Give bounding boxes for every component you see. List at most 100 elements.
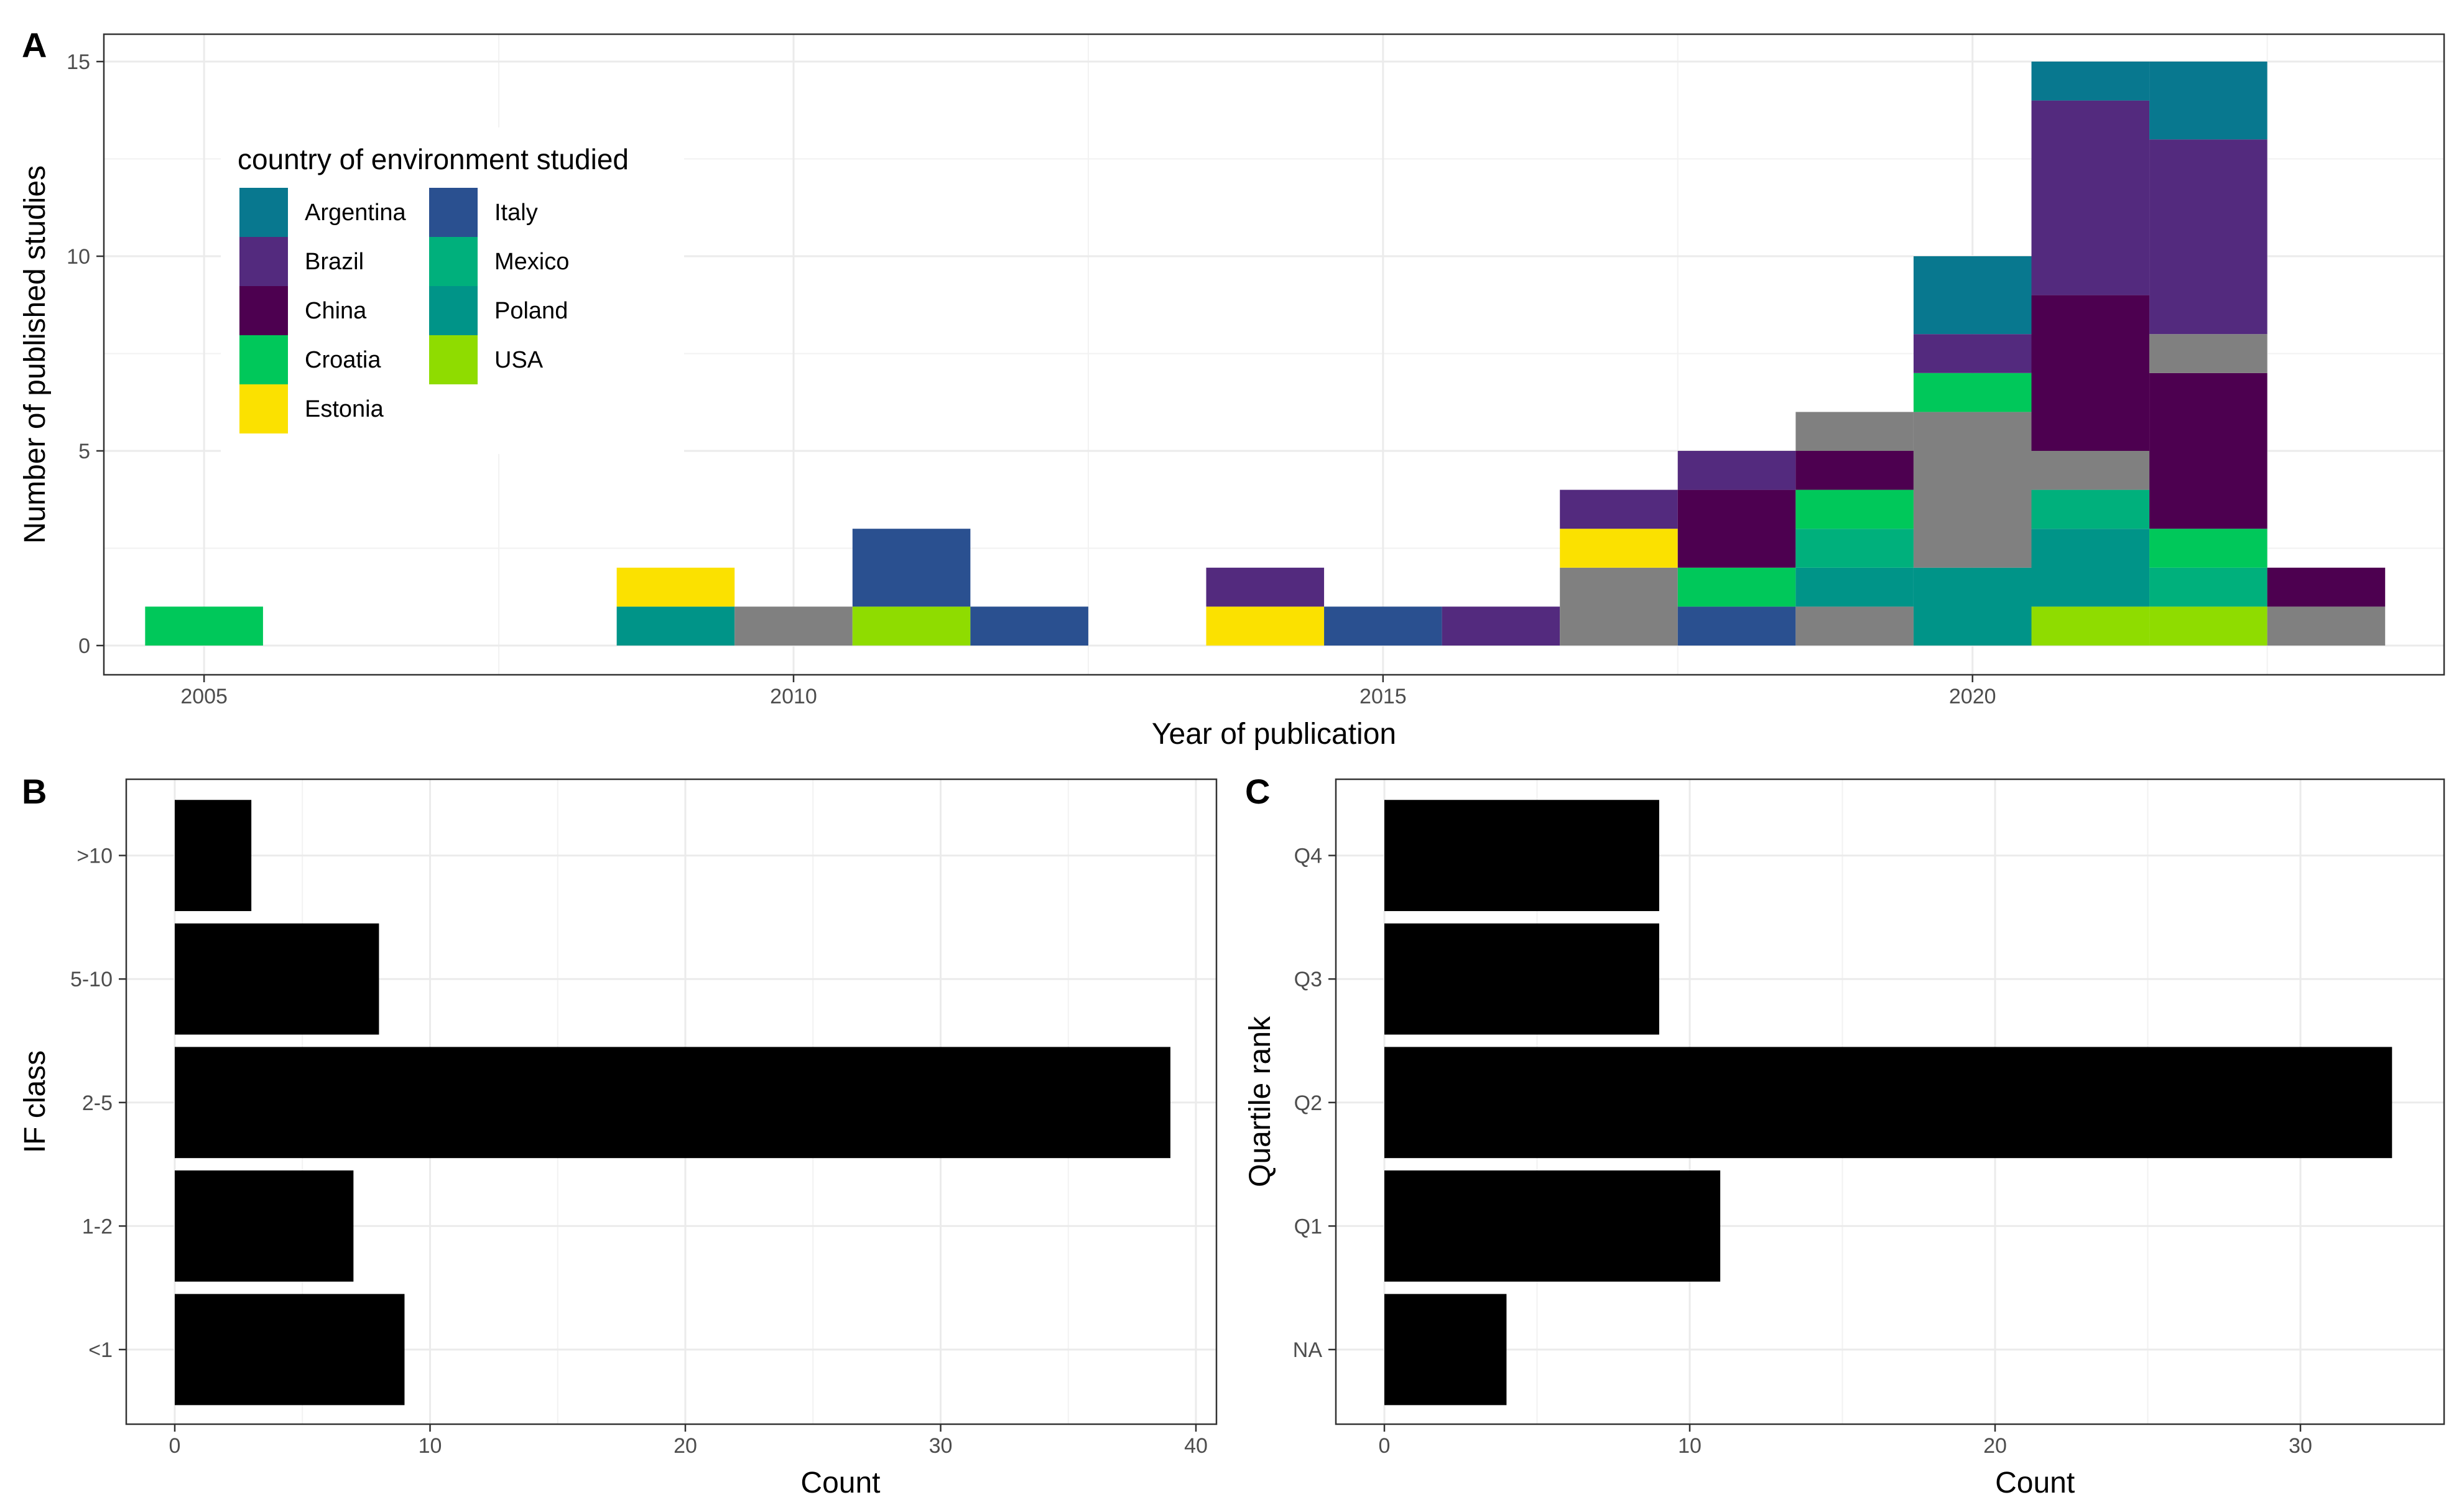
panel-a-y-tick-label: 0 <box>78 634 90 658</box>
bar-segment-2016-brazil <box>1442 606 1560 646</box>
bar-segment-2021-other <box>2031 451 2150 490</box>
bar-segment-2009-estonia <box>616 567 735 607</box>
panelB-x-tick-label: 30 <box>929 1434 953 1458</box>
bar-segment-2023-china <box>2267 567 2386 607</box>
bar-segment-2022-mexico <box>2149 567 2267 607</box>
panelB-y-tick-label: >10 <box>76 845 113 868</box>
bar-segment-2010-other <box>734 606 853 646</box>
bar-segment-2019-other <box>1795 412 1914 451</box>
bar-5-10 <box>175 923 379 1035</box>
panelB-x-tick-label: 10 <box>419 1434 442 1458</box>
panel-a-y-tick-label: 10 <box>67 245 90 269</box>
panelC-y-tick-label: Q1 <box>1294 1215 1322 1238</box>
legend-key-estonia <box>239 384 288 433</box>
bar-1-2 <box>175 1170 354 1282</box>
bar-segment-2018-brazil <box>1677 451 1796 490</box>
bar-segment-2019-mexico <box>1795 529 1914 568</box>
legend-label-poland: Poland <box>494 298 568 324</box>
panel-a-bars <box>145 62 2386 646</box>
bar-segment-2021-mexico <box>2031 489 2150 529</box>
bar-segment-2012-italy <box>970 606 1088 646</box>
bar-segment-2018-china <box>1677 489 1796 568</box>
bar-segment-2005-croatia <box>145 606 263 646</box>
bar-segment-2020-poland <box>1913 567 2032 646</box>
bar-segment-2023-other <box>2267 606 2386 646</box>
panel-a-y-tick-label: 15 <box>67 50 90 74</box>
panelB-y-tick-label: 1-2 <box>82 1215 113 1238</box>
bar-segment-2021-china <box>2031 295 2150 451</box>
legend-label-estonia: Estonia <box>305 396 384 422</box>
panel-c-letter: C <box>1245 772 1270 811</box>
panelB-y-tick-label: <1 <box>88 1338 113 1362</box>
bar-segment-2019-croatia <box>1795 489 1914 529</box>
legend-label-usa: USA <box>494 347 544 373</box>
legend-label-mexico: Mexico <box>494 249 569 275</box>
panel-c-x-axis-title: Count <box>1995 1466 2075 1499</box>
panelC-y-tick-label: Q4 <box>1294 845 1322 868</box>
bar-segment-2015-italy <box>1324 606 1442 646</box>
legend-label-italy: Italy <box>494 200 538 226</box>
bar-q4 <box>1384 800 1659 911</box>
panel-a-ticks: 2005 2010 2015 2020 0 5 10 15 <box>67 50 1996 708</box>
panel-a-x-axis-title: Year of publication <box>1152 718 1396 751</box>
panel-b: 0 10 20 30 40 <1 1-2 2-5 5-10 >10 B Count IF clas… <box>19 772 1218 1499</box>
panelC-y-tick-label: Q2 <box>1294 1091 1322 1115</box>
panelC-x-tick-label: 10 <box>1678 1434 1702 1458</box>
bar-segment-2018-italy <box>1677 606 1796 646</box>
legend-key-china <box>239 286 288 335</box>
bar-segment-2009-poland <box>616 606 735 646</box>
bar-q3 <box>1384 923 1659 1035</box>
bar-gt-10 <box>175 800 252 911</box>
panel-c-frame <box>1335 778 2445 1425</box>
bar-segment-2021-brazil <box>2031 100 2150 295</box>
bar-segment-2019-other <box>1795 606 1914 646</box>
panel-c-ticks: 0 10 20 30 NA Q1 Q2 Q3 Q4 <box>1293 845 2312 1458</box>
panel-b-x-axis-title: Count <box>800 1466 880 1499</box>
panelB-x-tick-label: 40 <box>1184 1434 1208 1458</box>
legend-key-usa <box>429 335 478 384</box>
bar-segment-2019-china <box>1795 451 1914 490</box>
panel-c-y-axis-title: Quartile rank <box>1244 1016 1277 1187</box>
bar-segment-2011-italy <box>852 529 971 607</box>
legend-key-brazil <box>239 237 288 286</box>
legend-key-italy <box>429 188 478 237</box>
legend-key-poland <box>429 286 478 335</box>
panel-a-x-tick-label: 2010 <box>770 685 817 708</box>
panel-a-legend: country of environment studied Argentina B… <box>221 127 684 454</box>
bar-segment-2019-poland <box>1795 567 1914 607</box>
panel-a-y-axis-title: Number of published studies <box>19 165 52 544</box>
panel-b-letter: B <box>22 772 47 811</box>
bar-q2 <box>1384 1047 2392 1159</box>
panelB-x-tick-label: 20 <box>674 1434 697 1458</box>
bar-segment-2022-usa <box>2149 606 2267 646</box>
panel-a-x-tick-label: 2020 <box>1949 685 1996 708</box>
bar-segment-2017-other <box>1560 567 1678 646</box>
bar-segment-2022-brazil <box>2149 139 2267 335</box>
panel-a-x-tick-label: 2015 <box>1359 685 1407 708</box>
panel-a-letter: A <box>22 25 47 65</box>
panelB-x-tick-label: 0 <box>169 1434 181 1458</box>
bar-segment-2021-argentina <box>2031 62 2150 101</box>
panel-a-x-tick-label: 2005 <box>180 685 228 708</box>
panelC-x-tick-label: 0 <box>1379 1434 1391 1458</box>
bar-na <box>1384 1294 1507 1406</box>
bar-segment-2018-croatia <box>1677 567 1796 607</box>
bar-segment-2017-estonia <box>1560 529 1678 568</box>
bar-segment-2020-argentina <box>1913 256 2032 335</box>
panel-c: 0 10 20 30 NA Q1 Q2 Q3 Q4 C Count Quartile rank <box>1244 772 2445 1499</box>
legend-key-argentina <box>239 188 288 237</box>
legend-key-croatia <box>239 335 288 384</box>
bar-segment-2022-argentina <box>2149 62 2267 140</box>
panel-b-y-axis-title: IF class <box>19 1050 52 1153</box>
panel-a-frame <box>103 33 2445 676</box>
bar-lt-1 <box>175 1294 405 1406</box>
bar-segment-2022-other <box>2149 334 2267 373</box>
bar-segment-2022-croatia <box>2149 529 2267 568</box>
panelB-y-tick-label: 2-5 <box>82 1091 113 1115</box>
panel-c-bars <box>1384 800 2392 1406</box>
legend-label-croatia: Croatia <box>305 347 381 373</box>
bar-segment-2011-usa <box>852 606 971 646</box>
bar-segment-2022-china <box>2149 373 2267 529</box>
bar-segment-2017-brazil <box>1560 489 1678 529</box>
